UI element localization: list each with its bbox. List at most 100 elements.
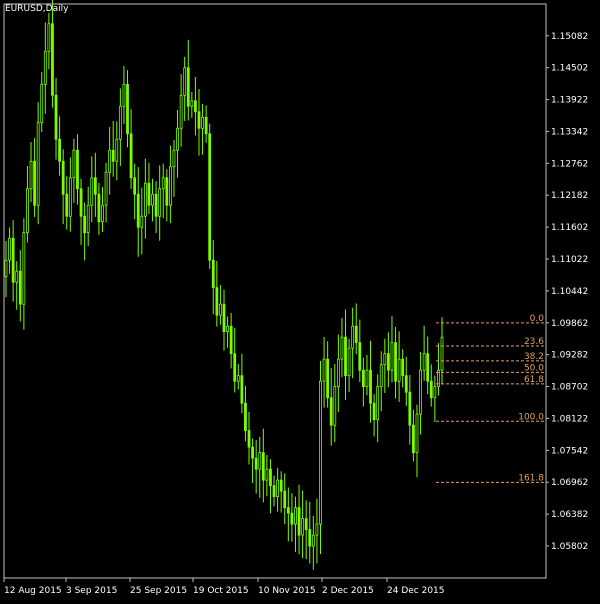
candle [172, 140, 176, 197]
candle [304, 500, 308, 560]
candle [8, 227, 11, 274]
candle-body [347, 347, 351, 377]
candle [272, 475, 276, 507]
fibo-level-label: 23.6 [524, 337, 544, 347]
candle [68, 157, 72, 232]
candle-body [197, 111, 201, 129]
candle [322, 336, 326, 408]
candle [83, 202, 87, 261]
candle [136, 167, 140, 257]
candle-body [412, 424, 415, 454]
candle-body [90, 177, 94, 206]
candle-body [140, 215, 144, 228]
candle-body [386, 353, 390, 371]
candle-body [440, 336, 444, 371]
candle-body [115, 138, 119, 162]
candle-body [168, 166, 172, 206]
price-tick-label: 1.09862 [551, 319, 588, 329]
candle [108, 127, 112, 195]
candle [308, 501, 312, 564]
symbol-label: EURUSD [5, 4, 43, 14]
candle [386, 332, 390, 388]
candle-body [226, 325, 229, 333]
candle-body [68, 177, 72, 217]
candle-body [336, 358, 340, 388]
candle [219, 285, 222, 325]
candle-body [147, 182, 151, 206]
candle [47, 12, 51, 70]
candle-body [118, 105, 122, 140]
candle [315, 498, 319, 564]
candle-body [354, 325, 358, 344]
price-tick-label: 1.09282 [551, 351, 588, 361]
candle [422, 325, 426, 381]
candle-body [326, 358, 330, 399]
candle-body [297, 507, 301, 536]
candle [222, 289, 226, 351]
fibo-level-label: 161.8 [518, 473, 544, 483]
candle-body [426, 353, 430, 382]
candle-body [161, 177, 165, 190]
candle [369, 340, 372, 423]
candle [383, 338, 387, 393]
candle-body [33, 160, 36, 206]
candle [11, 220, 15, 302]
candle-body [419, 369, 422, 415]
price-tick-label: 1.13922 [551, 96, 588, 106]
candle-body [201, 116, 204, 129]
candle-body [129, 133, 133, 179]
candle [254, 439, 258, 494]
candle-body [358, 342, 362, 371]
candle-body [18, 270, 22, 305]
candle [101, 187, 104, 232]
candle-body [61, 160, 65, 195]
candle-body [319, 380, 322, 525]
candle [129, 109, 133, 189]
candle [161, 163, 165, 219]
price-tick-label: 1.11602 [551, 223, 588, 233]
candle [301, 490, 305, 559]
candle [51, 0, 54, 108]
candle [158, 165, 162, 241]
time-axis: 12 Aug 2015 3 Sep 2015 25 Sep 2015 19 Oct 2… [3, 578, 445, 596]
candle-body [290, 512, 294, 525]
time-tick-label: 19 Oct 2015 [193, 586, 249, 596]
candle [390, 316, 394, 383]
candle [276, 467, 280, 512]
candle [22, 218, 26, 330]
candle-body [219, 303, 222, 316]
candle [279, 471, 283, 513]
candle [133, 163, 137, 220]
price-tick-label: 1.15082 [551, 32, 588, 42]
candle [437, 343, 440, 396]
candle [215, 260, 219, 327]
candle-body [340, 336, 344, 360]
candle [336, 334, 340, 413]
candle-body [204, 116, 208, 135]
candle-body [272, 485, 276, 498]
price-tick-label: 1.06382 [551, 510, 588, 520]
price-tick-label: 1.06962 [551, 478, 588, 488]
candle [297, 484, 301, 555]
candle-body [126, 83, 129, 135]
candle-body [151, 193, 154, 206]
candle-body [143, 182, 147, 217]
candle [190, 91, 194, 118]
candle [376, 374, 380, 443]
candle-body [258, 452, 262, 470]
candle-body [194, 100, 197, 113]
candle [358, 319, 362, 383]
candle [33, 138, 36, 217]
candle [115, 121, 119, 181]
candle [61, 149, 65, 225]
candle-body [236, 375, 240, 382]
candle [433, 375, 437, 422]
candle [76, 134, 79, 205]
price-tick-label: 1.08122 [551, 414, 588, 424]
candle-body [190, 100, 194, 107]
candle [15, 261, 19, 310]
candle-body [240, 375, 244, 404]
candle [201, 103, 204, 155]
candle [290, 493, 294, 542]
